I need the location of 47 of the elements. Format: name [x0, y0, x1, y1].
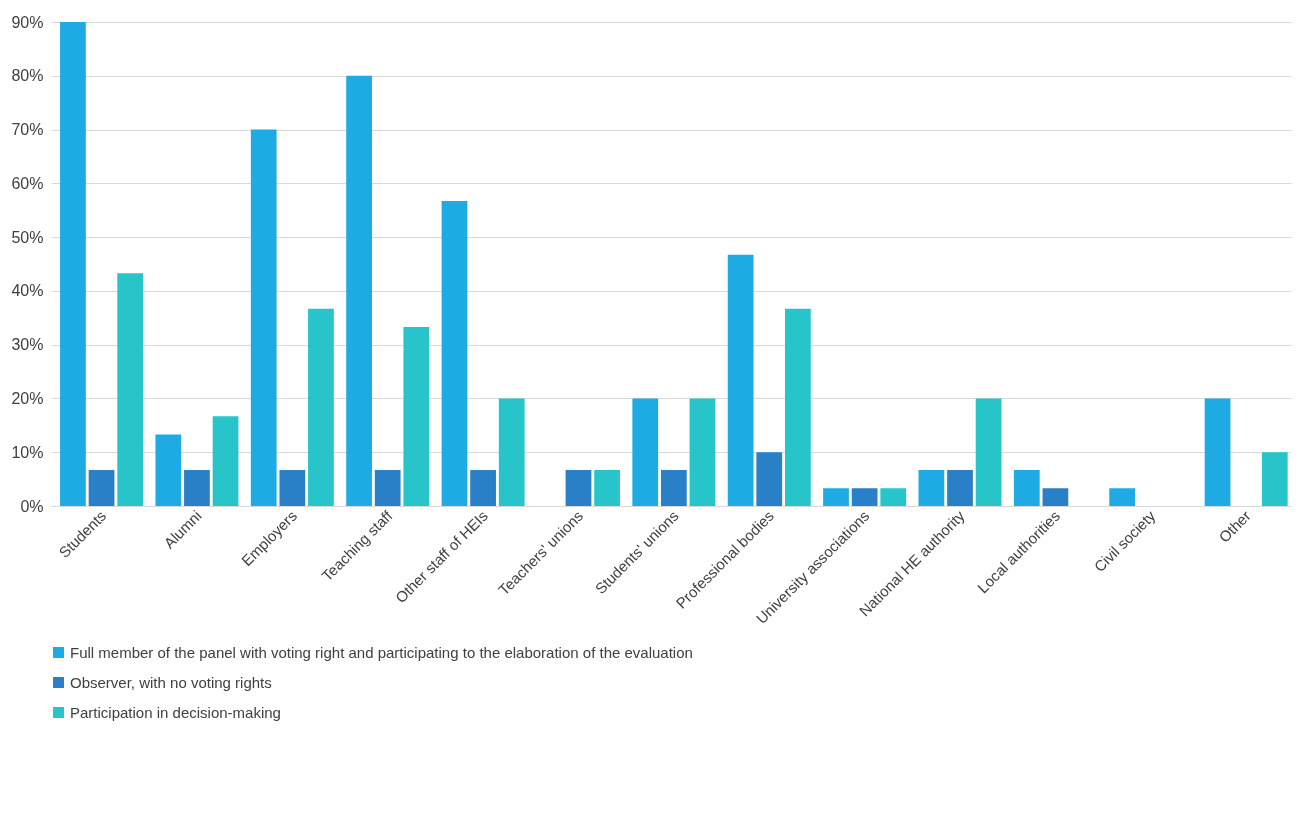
bar	[823, 488, 849, 506]
bar	[727, 254, 754, 506]
bar	[1261, 452, 1288, 506]
bar	[880, 488, 907, 506]
y-tick-label: 40%	[11, 282, 44, 300]
bar	[470, 469, 496, 506]
bar	[498, 398, 525, 506]
y-tick-label: 80%	[11, 67, 44, 85]
y-tick-label: 50%	[11, 228, 44, 246]
bar	[441, 201, 468, 506]
bar	[1204, 398, 1231, 506]
y-tick-label: 60%	[11, 174, 44, 192]
bar	[632, 398, 659, 506]
y-tick-label: 0%	[20, 497, 44, 515]
y-tick-label: 10%	[11, 443, 44, 461]
y-tick-label: 70%	[11, 121, 44, 139]
bar	[403, 326, 430, 506]
bar	[346, 75, 372, 506]
bar	[975, 398, 1002, 506]
bar	[374, 469, 401, 506]
bar	[756, 452, 783, 506]
bar	[88, 469, 115, 506]
y-tick-label: 30%	[11, 336, 44, 354]
bar	[851, 488, 878, 506]
bar	[1109, 488, 1136, 506]
legend-label: Participation in decision-making	[70, 703, 281, 721]
legend-label: Full member of the panel with voting right and participating to the elaboration of the evaluation	[70, 643, 693, 661]
bar	[689, 398, 716, 506]
bar	[117, 273, 144, 506]
bar	[918, 469, 945, 506]
bar	[947, 469, 973, 506]
legend-label: Observer, with no voting rights	[70, 673, 272, 691]
y-tick-label: 90%	[11, 13, 44, 31]
bar	[1042, 488, 1069, 506]
bar	[565, 469, 592, 506]
bar	[60, 22, 86, 506]
y-tick-label: 20%	[11, 389, 44, 407]
bar	[184, 469, 210, 506]
bar	[308, 308, 334, 506]
bar	[784, 308, 811, 506]
bar	[279, 469, 306, 506]
bar	[155, 434, 182, 506]
bar	[1013, 469, 1040, 506]
bar	[660, 469, 687, 506]
bar	[212, 416, 239, 506]
bar	[250, 129, 277, 506]
bar	[594, 469, 620, 506]
